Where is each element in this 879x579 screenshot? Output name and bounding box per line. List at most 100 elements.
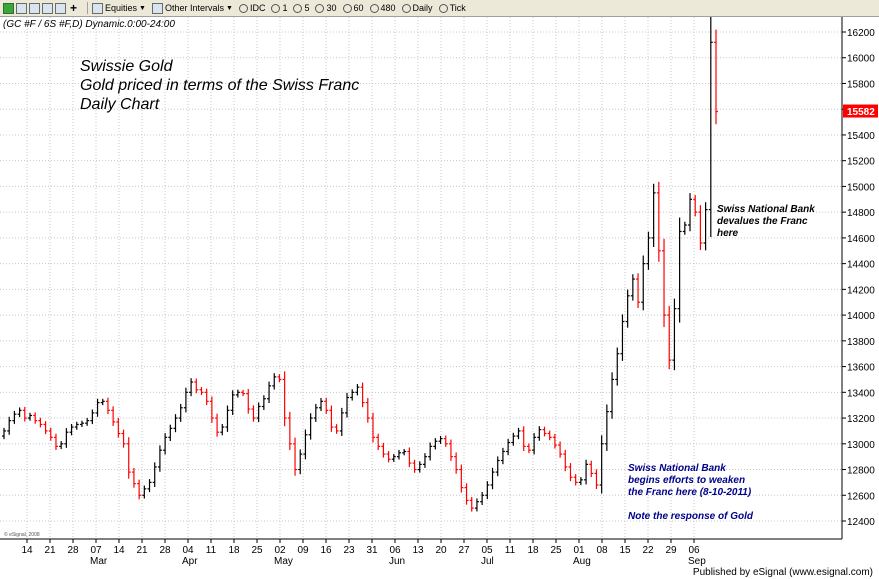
price-bar (662, 238, 667, 328)
price-bar (256, 402, 261, 423)
chart-background (0, 17, 879, 579)
price-bar (386, 450, 391, 463)
x-tick-label: 28 (67, 545, 79, 556)
interval-button-idc[interactable]: IDC (238, 3, 265, 13)
clock-icon (401, 3, 411, 13)
page-copy-icon[interactable] (42, 2, 53, 14)
price-bar (651, 183, 656, 247)
interval-button-1[interactable]: 1 (271, 3, 287, 13)
price-bar (630, 274, 635, 301)
price-bar (194, 378, 199, 394)
price-bar (459, 464, 464, 493)
other-intervals-label: Other Intervals (164, 3, 225, 13)
chart-title-line-1: Swissie Gold (80, 58, 174, 75)
x-tick-label: 23 (343, 545, 355, 556)
interval-button-label: 5 (304, 3, 310, 13)
price-chart[interactable]: 12400 12600 12800 13000 13200 13400 13600 13800… (0, 17, 879, 579)
interval-button-30[interactable]: 30 (315, 3, 337, 13)
x-tick-label: 11 (206, 545, 217, 556)
y-tick-label: 12800 (847, 466, 875, 477)
price-bar (2, 427, 6, 440)
price-bar (521, 426, 526, 451)
other-intervals-dropdown[interactable]: Other Intervals ▼ (151, 2, 233, 14)
chart-title-line-2: Gold priced in terms of the Swiss Franc (80, 77, 359, 94)
price-bar (147, 479, 152, 493)
last-price-box (843, 104, 878, 118)
month-label: Aug (573, 556, 591, 567)
price-bar (703, 202, 708, 251)
price-bar (324, 397, 329, 414)
clock-icon (438, 3, 448, 13)
x-tick-label: 13 (412, 545, 424, 556)
price-bar (698, 205, 703, 250)
interval-button-tick[interactable]: Tick (438, 3, 466, 13)
price-bar (641, 255, 646, 311)
price-bar (677, 217, 682, 323)
price-bar (339, 407, 344, 436)
x-tick-label: 14 (113, 545, 125, 556)
annotation-devalue-line-2: devalues the Franc (717, 216, 808, 227)
price-bar (417, 461, 422, 473)
price-bar (69, 423, 74, 436)
interval-button-60[interactable]: 60 (342, 3, 364, 13)
x-tick-label: 21 (44, 545, 56, 556)
bar-chart-icon[interactable] (3, 2, 14, 14)
price-bar (376, 433, 381, 451)
grid-lines (0, 17, 842, 539)
month-label: Jun (389, 556, 405, 567)
y-tick-label: 13600 (847, 363, 875, 374)
price-bar (620, 314, 625, 361)
price-bar (126, 437, 131, 479)
x-tick-label: 04 (182, 545, 194, 556)
chart-toolbar: + Equities ▼ Other Intervals ▼ IDC 1 5 3… (0, 0, 879, 17)
interval-button-label: 60 (353, 3, 364, 13)
price-bar (402, 449, 407, 456)
last-price-label: 15582 (847, 107, 875, 118)
x-tick-label: 05 (481, 545, 493, 556)
annotation-weaken-line-1: Swiss National Bank (628, 463, 726, 474)
price-bar (43, 421, 48, 435)
price-bar (131, 468, 136, 488)
y-tick-label: 15800 (847, 79, 875, 90)
page-icon[interactable] (29, 2, 40, 14)
price-bar (547, 430, 552, 441)
price-bar (365, 397, 370, 423)
price-bar (615, 347, 620, 386)
interval-button-label: Tick (449, 3, 466, 13)
price-bar (189, 378, 194, 397)
add-icon[interactable]: + (70, 0, 78, 15)
price-bar (12, 410, 17, 424)
grid-icon[interactable] (55, 2, 66, 14)
x-tick-label: 22 (642, 545, 654, 556)
y-tick-label: 14600 (847, 234, 875, 245)
price-bar (350, 389, 355, 401)
publisher-credit: Published by eSignal (www.esignal.com) (692, 567, 873, 578)
annotation-devalue-line-1: Swiss National Bank (717, 204, 815, 215)
price-bar (511, 432, 516, 446)
price-bar (448, 439, 453, 461)
price-bar (500, 447, 505, 465)
price-bar (625, 289, 630, 328)
equities-dropdown[interactable]: Equities ▼ (92, 2, 146, 14)
price-bar (100, 398, 105, 406)
watermark: © eSignal, 2008 (4, 531, 40, 538)
annotation-weaken-line-3: the Franc here (8-10-2011) (628, 487, 752, 498)
y-tick-label: 12600 (847, 491, 875, 502)
price-bar (95, 398, 100, 417)
price-bar (27, 412, 32, 421)
price-bar (610, 372, 615, 419)
price-bar (303, 429, 308, 460)
annotation-response: Note the response of Gold (628, 511, 754, 522)
clock-icon (271, 3, 281, 13)
price-bar (74, 421, 79, 430)
interval-button-daily[interactable]: Daily (401, 3, 433, 13)
window-icon[interactable] (16, 2, 27, 14)
price-bar (157, 445, 162, 472)
interval-button-480[interactable]: 480 (369, 3, 396, 13)
interval-button-label: 30 (326, 3, 337, 13)
price-bar (604, 404, 609, 451)
y-tick-label: 12400 (847, 517, 875, 528)
price-bar (672, 298, 677, 371)
interval-button-5[interactable]: 5 (293, 3, 309, 13)
clock-icon (369, 3, 379, 13)
